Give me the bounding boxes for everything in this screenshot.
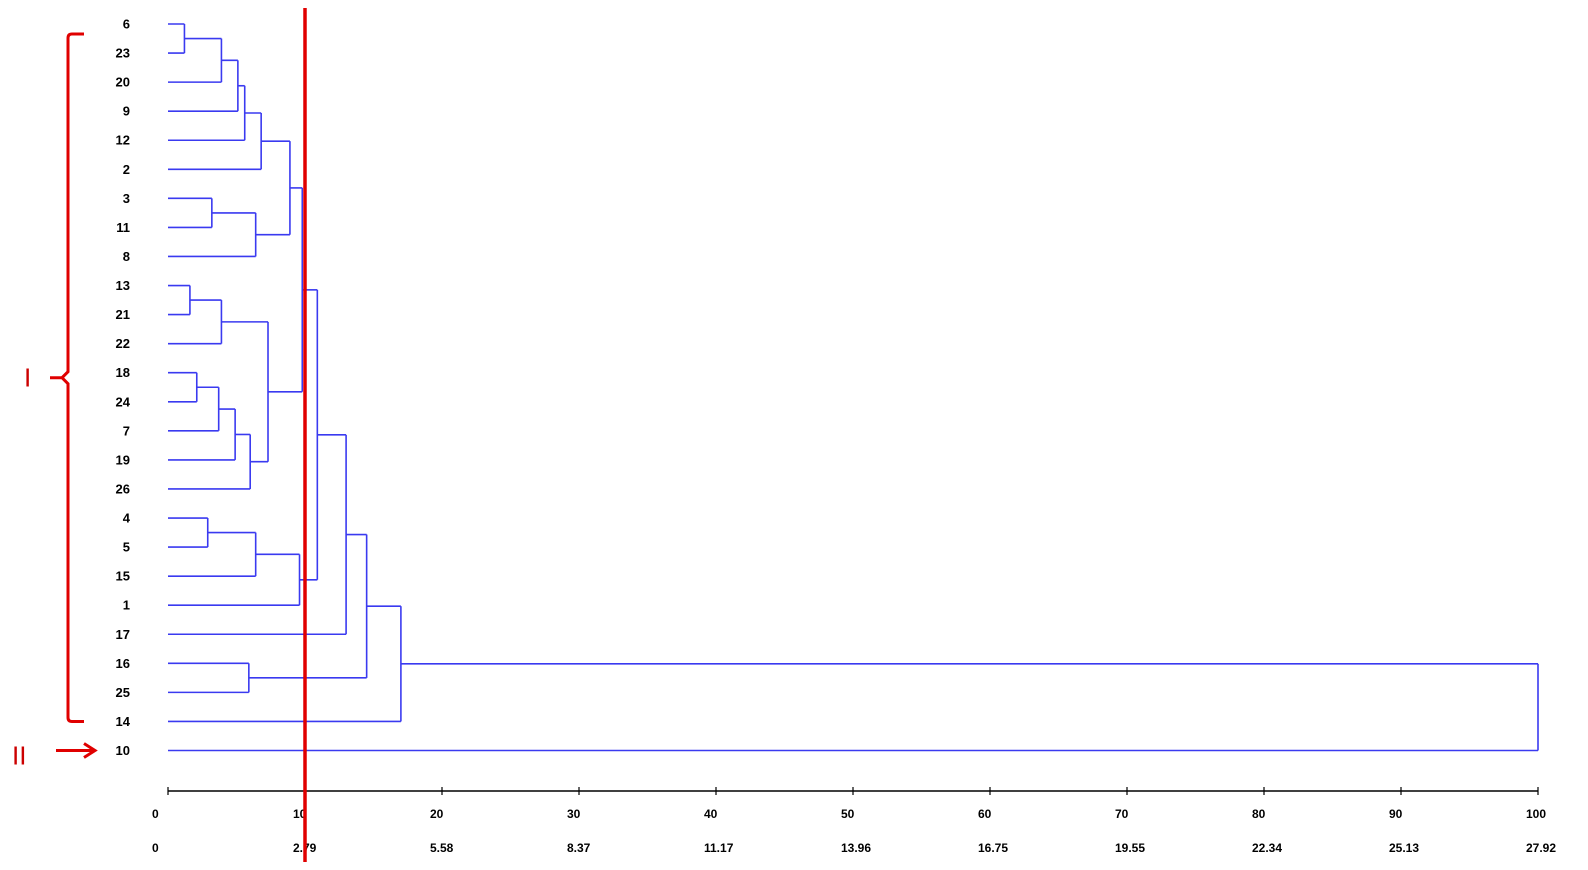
x-secondary-tick-label: 0 <box>152 841 159 855</box>
leaf-label: 11 <box>116 220 130 235</box>
x-tick-label: 50 <box>841 807 855 821</box>
leaf-labels: 6232091223118132122182471926451511716251… <box>116 17 131 759</box>
x-tick-label: 90 <box>1389 807 1403 821</box>
group-I-label: I <box>24 363 31 393</box>
x-tick-label: 20 <box>430 807 444 821</box>
merge-m15 <box>221 321 269 463</box>
x-secondary-tick-label: 8.37 <box>567 841 591 855</box>
leaf-label: 23 <box>116 46 130 61</box>
merge-m14 <box>168 433 251 490</box>
merge-m4 <box>168 84 246 142</box>
merge-m16 <box>268 187 304 393</box>
x-secondary-tick-label: 16.75 <box>978 841 1008 855</box>
leaf-label: 8 <box>123 249 130 264</box>
merge-m22 <box>168 662 250 694</box>
merge-m1 <box>168 23 186 54</box>
merge-m21 <box>168 434 347 636</box>
x-secondary-tick-label: 11.17 <box>704 841 734 855</box>
x-tick-label: 40 <box>704 807 718 821</box>
group-II-arrow <box>56 742 98 759</box>
leaf-label: 25 <box>116 685 130 700</box>
leaf-label: 6 <box>123 17 130 32</box>
merge-m9 <box>168 284 191 316</box>
leaf-label: 13 <box>116 278 130 293</box>
leaf-label: 12 <box>116 133 130 148</box>
leaf-label: 17 <box>116 627 130 642</box>
leaf-label: 9 <box>123 104 130 119</box>
leaf-label: 22 <box>116 336 130 351</box>
x-axis: 00102.79205.58308.374011.175013.966016.7… <box>152 787 1556 855</box>
merge-m5 <box>168 112 262 171</box>
group-I-bracket <box>50 32 84 723</box>
leaf-label: 19 <box>116 452 130 467</box>
x-tick-label: 80 <box>1252 807 1266 821</box>
x-tick-label: 70 <box>1115 807 1129 821</box>
merge-m25 <box>168 663 1539 752</box>
merge-m19 <box>168 553 301 607</box>
x-secondary-tick-label: 22.34 <box>1252 841 1282 855</box>
leaf-label: 21 <box>116 307 130 322</box>
leaf-label: 1 <box>123 598 130 613</box>
merge-m11 <box>168 371 198 403</box>
merge-m3 <box>168 59 239 112</box>
merge-m12 <box>168 386 220 432</box>
x-secondary-tick-label: 5.58 <box>430 841 454 855</box>
merge-m6 <box>168 197 213 229</box>
leaf-label: 15 <box>116 569 130 584</box>
annotations: III <box>12 8 307 862</box>
merge-m2 <box>168 37 223 83</box>
leaf-label: 18 <box>116 365 130 380</box>
leaf-label: 24 <box>116 394 131 409</box>
x-secondary-tick-label: 13.96 <box>841 841 871 855</box>
merge-m23 <box>248 533 368 679</box>
leaf-label: 5 <box>123 540 130 555</box>
leaf-label: 4 <box>123 511 131 526</box>
leaf-label: 3 <box>123 191 130 206</box>
leaf-label: 14 <box>116 714 131 729</box>
leaf-label: 2 <box>123 162 130 177</box>
merge-m17 <box>168 517 209 548</box>
merge-m18 <box>168 531 257 577</box>
x-secondary-tick-label: 19.55 <box>1115 841 1145 855</box>
merge-m13 <box>168 408 236 461</box>
tree-links <box>168 23 1539 752</box>
x-secondary-tick-label: 27.92 <box>1526 841 1556 855</box>
leaf-label: 20 <box>116 75 130 90</box>
group-II-label: II <box>12 741 26 771</box>
x-tick-label: 0 <box>152 807 159 821</box>
leaf-label: 26 <box>116 481 130 496</box>
leaf-label: 10 <box>116 743 130 758</box>
leaf-label: 16 <box>116 656 130 671</box>
merge-m10 <box>168 299 223 345</box>
x-tick-label: 100 <box>1526 807 1546 821</box>
leaf-label: 7 <box>123 423 130 438</box>
x-tick-label: 60 <box>978 807 992 821</box>
x-tick-label: 30 <box>567 807 581 821</box>
x-secondary-tick-label: 25.13 <box>1389 841 1419 855</box>
